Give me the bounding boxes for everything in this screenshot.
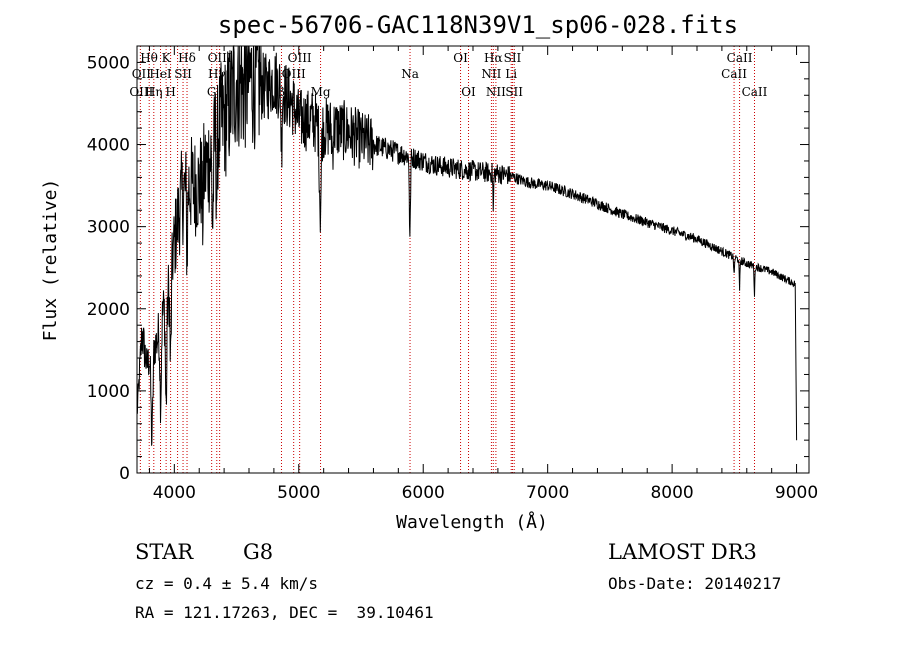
coordinates: RA = 121.17263, DEC = 39.10461 bbox=[135, 603, 434, 622]
object-class: STAR bbox=[135, 540, 194, 564]
line-label: OIII bbox=[129, 85, 153, 99]
y-tick-label: 5000 bbox=[87, 53, 130, 73]
redshift-info: cz = 0.4 ± 5.4 km/s bbox=[135, 574, 319, 593]
line-label: H bbox=[165, 85, 175, 99]
line-label: OIII bbox=[282, 67, 306, 81]
y-tick-label: 3000 bbox=[87, 218, 130, 238]
line-label: CaII bbox=[721, 67, 747, 81]
x-tick-label: 6000 bbox=[402, 483, 445, 503]
line-label: Hθ bbox=[140, 51, 158, 65]
line-label: SII bbox=[505, 85, 523, 99]
line-label: OIII bbox=[208, 51, 232, 65]
y-tick-label: 4000 bbox=[87, 136, 130, 156]
chart-title: spec-56706-GAC118N39V1_sp06-028.fits bbox=[218, 11, 738, 39]
line-label: OI bbox=[461, 85, 476, 99]
line-label: Hγ bbox=[208, 67, 226, 81]
line-label: OI bbox=[453, 51, 468, 65]
line-label: Hα bbox=[484, 51, 503, 65]
obs-date: Obs-Date: 20140217 bbox=[608, 574, 782, 593]
line-label: SII bbox=[174, 67, 192, 81]
line-label: CaII bbox=[727, 51, 753, 65]
line-label: HeI bbox=[149, 67, 172, 81]
line-label: Mg bbox=[311, 85, 331, 99]
x-axis-label: Wavelength (Å) bbox=[396, 511, 548, 533]
line-label: K bbox=[162, 51, 172, 65]
line-label: SII bbox=[504, 51, 522, 65]
x-tick-label: 8000 bbox=[650, 483, 693, 503]
line-label: NII bbox=[486, 85, 506, 99]
object-subclass: G8 bbox=[243, 540, 274, 564]
line-label: Hδ bbox=[178, 51, 196, 65]
y-axis-label: Flux (relative) bbox=[40, 179, 61, 342]
line-label: β bbox=[278, 85, 285, 99]
y-tick-label: 0 bbox=[119, 464, 130, 484]
line-label: Hη bbox=[145, 85, 163, 99]
line-label: Li bbox=[505, 67, 517, 81]
line-label: G bbox=[207, 85, 217, 99]
x-tick-label: 4000 bbox=[153, 483, 196, 503]
line-label: NII bbox=[481, 67, 501, 81]
line-label: OIII bbox=[288, 51, 312, 65]
x-tick-label: 7000 bbox=[526, 483, 569, 503]
line-label: Na bbox=[401, 67, 419, 81]
y-tick-label: 2000 bbox=[87, 300, 130, 320]
spectrum-line bbox=[136, 44, 798, 446]
survey-name: LAMOST DR3 bbox=[608, 540, 757, 564]
x-tick-label: 5000 bbox=[277, 483, 320, 503]
line-label: CaII bbox=[742, 85, 768, 99]
axes: 4000 5000 6000 7000 8000 9000 0 1000 2000 3000 400… bbox=[87, 45, 818, 503]
spectrum bbox=[136, 44, 798, 446]
y-tick-label: 1000 bbox=[87, 382, 130, 402]
x-tick-label: 9000 bbox=[775, 483, 818, 503]
